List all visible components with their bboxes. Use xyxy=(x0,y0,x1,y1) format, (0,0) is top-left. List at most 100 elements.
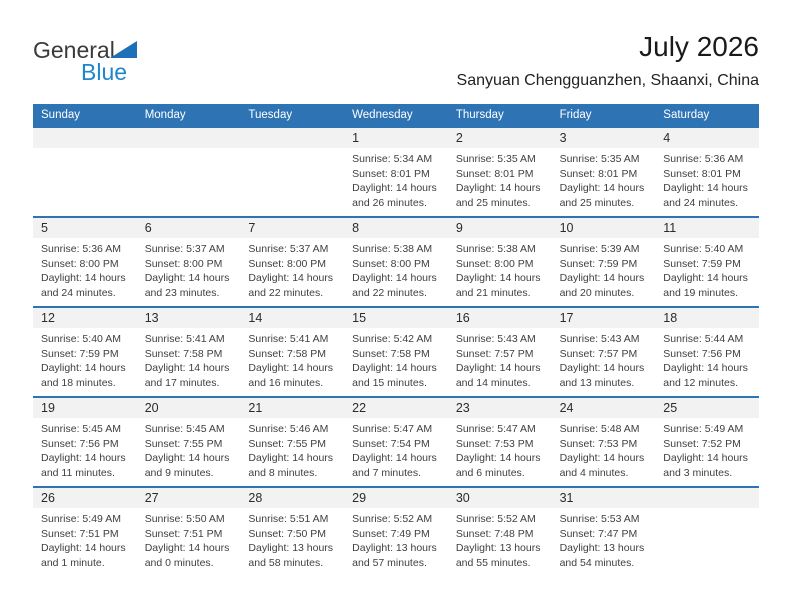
week-row-1: 5 Sunrise: 5:36 AM Sunset: 8:00 PM Daylight… xyxy=(33,216,759,306)
sun-times-text: Sunrise: 5:46 AM Sunset: 7:55 PM Daylight:… xyxy=(240,418,344,480)
sunset-line: Sunset: 7:58 PM xyxy=(352,347,430,360)
daylight-line-2: and 21 minutes. xyxy=(455,286,531,299)
day-cell-2: 2 Sunrise: 5:35 AM Sunset: 8:01 PM Daylight… xyxy=(447,128,552,216)
sun-times-text: Sunrise: 5:51 AM Sunset: 7:50 PM Daylight:… xyxy=(240,508,344,570)
daylight-line-2: and 11 minutes. xyxy=(41,466,115,479)
daylight-line-1: Daylight: 14 hours xyxy=(144,272,230,284)
day-cell-4: 4 Sunrise: 5:36 AM Sunset: 8:01 PM Daylight… xyxy=(655,128,759,216)
day-number-band: 27 xyxy=(136,488,241,508)
empty-day-cell xyxy=(655,488,759,576)
week-row-0: 1 Sunrise: 5:34 AM Sunset: 8:01 PM Daylight… xyxy=(33,126,759,216)
sunrise-line: Sunrise: 5:52 AM xyxy=(455,513,536,525)
day-number-band: 20 xyxy=(136,398,241,418)
sunrise-line: Sunrise: 5:39 AM xyxy=(559,243,640,255)
daylight-line-2: and 15 minutes. xyxy=(352,376,427,389)
day-cell-28: 28 Sunrise: 5:51 AM Sunset: 7:50 PM Dayligh… xyxy=(240,488,345,576)
day-cell-14: 14 Sunrise: 5:41 AM Sunset: 7:58 PM Dayligh… xyxy=(240,308,345,396)
day-cell-6: 6 Sunrise: 5:37 AM Sunset: 8:00 PM Daylight… xyxy=(136,218,241,306)
daylight-line-1: Daylight: 14 hours xyxy=(41,542,126,554)
sunset-line: Sunset: 7:57 PM xyxy=(455,347,534,360)
empty-day-cell xyxy=(136,128,241,216)
daylight-line-1: Daylight: 14 hours xyxy=(41,452,126,464)
daylight-line-2: and 7 minutes. xyxy=(352,466,422,479)
daylight-line-1: Daylight: 14 hours xyxy=(663,362,748,374)
sunrise-line: Sunrise: 5:47 AM xyxy=(455,423,536,435)
week-row-4: 26 Sunrise: 5:49 AM Sunset: 7:51 PM Dayligh… xyxy=(33,486,759,576)
sunrise-line: Sunrise: 5:50 AM xyxy=(144,513,225,525)
daylight-line-2: and 3 minutes. xyxy=(663,466,733,479)
daylight-line-1: Daylight: 14 hours xyxy=(41,362,126,374)
sun-times-text: Sunrise: 5:42 AM Sunset: 7:58 PM Daylight:… xyxy=(344,328,448,390)
sunrise-line: Sunrise: 5:45 AM xyxy=(144,423,225,435)
daylight-line-1: Daylight: 14 hours xyxy=(352,272,437,284)
daylight-line-2: and 16 minutes. xyxy=(248,376,324,389)
day-number-band: 10 xyxy=(551,218,656,238)
daylight-line-2: and 8 minutes. xyxy=(248,466,318,479)
daylight-line-2: and 20 minutes. xyxy=(559,286,635,299)
logo-text-blue: Blue xyxy=(81,59,128,85)
day-cell-18: 18 Sunrise: 5:44 AM Sunset: 7:56 PM Dayligh… xyxy=(655,308,759,396)
empty-day-cell xyxy=(240,128,345,216)
day-cell-19: 19 Sunrise: 5:45 AM Sunset: 7:56 PM Dayligh… xyxy=(33,398,137,486)
day-cell-16: 16 Sunrise: 5:43 AM Sunset: 7:57 PM Dayligh… xyxy=(447,308,552,396)
weekday-header-0: Sunday xyxy=(41,109,81,121)
page-header: General Blue July 2026 Sanyuan Chengguan… xyxy=(33,30,759,100)
sunset-line: Sunset: 7:56 PM xyxy=(663,347,741,360)
day-number-band: 29 xyxy=(344,488,448,508)
day-cell-21: 21 Sunrise: 5:46 AM Sunset: 7:55 PM Dayligh… xyxy=(240,398,345,486)
daylight-line-2: and 0 minutes. xyxy=(144,556,214,569)
sunrise-line: Sunrise: 5:51 AM xyxy=(248,513,329,525)
sun-times-text: Sunrise: 5:41 AM Sunset: 7:58 PM Daylight:… xyxy=(137,328,241,390)
daylight-line-2: and 22 minutes. xyxy=(352,286,427,299)
sunset-line: Sunset: 7:47 PM xyxy=(559,527,638,540)
sunset-line: Sunset: 7:53 PM xyxy=(455,437,534,450)
sun-times-text: Sunrise: 5:35 AM Sunset: 8:01 PM Daylight:… xyxy=(448,148,552,210)
sun-times-text: Sunrise: 5:36 AM Sunset: 8:01 PM Daylight:… xyxy=(655,148,759,210)
sunrise-line: Sunrise: 5:37 AM xyxy=(248,243,329,255)
daylight-line-1: Daylight: 14 hours xyxy=(352,362,437,374)
sun-times-text: Sunrise: 5:45 AM Sunset: 7:55 PM Daylight:… xyxy=(137,418,241,480)
sunrise-line: Sunrise: 5:45 AM xyxy=(41,423,121,435)
sunrise-line: Sunrise: 5:36 AM xyxy=(663,153,744,165)
day-number-band: 16 xyxy=(447,308,552,328)
daylight-line-2: and 9 minutes. xyxy=(144,466,214,479)
daylight-line-1: Daylight: 14 hours xyxy=(663,272,748,284)
sun-times-text: Sunrise: 5:49 AM Sunset: 7:51 PM Daylight:… xyxy=(33,508,137,570)
sunset-line: Sunset: 8:00 PM xyxy=(455,257,534,270)
day-number-band: 14 xyxy=(240,308,345,328)
title-block: July 2026 Sanyuan Chengguanzhen, Shaanxi… xyxy=(457,30,759,90)
day-cell-8: 8 Sunrise: 5:38 AM Sunset: 8:00 PM Daylight… xyxy=(344,218,448,306)
daylight-line-2: and 23 minutes. xyxy=(144,286,220,299)
sunset-line: Sunset: 7:48 PM xyxy=(455,527,534,540)
sunset-line: Sunset: 7:55 PM xyxy=(248,437,327,450)
sun-times-text: Sunrise: 5:41 AM Sunset: 7:58 PM Daylight:… xyxy=(240,328,344,390)
sunrise-line: Sunrise: 5:37 AM xyxy=(144,243,225,255)
daylight-line-2: and 24 minutes. xyxy=(663,196,738,209)
weeks-container: 1 Sunrise: 5:34 AM Sunset: 8:01 PM Daylight… xyxy=(33,126,759,576)
day-number-band: 21 xyxy=(240,398,345,418)
sunset-line: Sunset: 7:59 PM xyxy=(663,257,741,270)
daylight-line-1: Daylight: 14 hours xyxy=(352,182,437,194)
sun-times-text: Sunrise: 5:38 AM Sunset: 8:00 PM Daylight:… xyxy=(344,238,448,300)
daylight-line-1: Daylight: 14 hours xyxy=(41,272,126,284)
daylight-line-2: and 1 minute. xyxy=(41,556,105,569)
day-number-band: 17 xyxy=(551,308,656,328)
empty-day-cell xyxy=(33,128,137,216)
day-number-band: 30 xyxy=(447,488,552,508)
daylight-line-2: and 57 minutes. xyxy=(352,556,427,569)
sun-times-text: Sunrise: 5:52 AM Sunset: 7:48 PM Daylight:… xyxy=(448,508,552,570)
daylight-line-1: Daylight: 14 hours xyxy=(559,272,645,284)
daylight-line-1: Daylight: 14 hours xyxy=(144,542,230,554)
daylight-line-2: and 14 minutes. xyxy=(455,376,531,389)
sunset-line: Sunset: 7:59 PM xyxy=(41,347,119,360)
daylight-line-1: Daylight: 14 hours xyxy=(663,452,748,464)
day-cell-9: 9 Sunrise: 5:38 AM Sunset: 8:00 PM Daylight… xyxy=(447,218,552,306)
sun-times-text: Sunrise: 5:47 AM Sunset: 7:53 PM Daylight:… xyxy=(448,418,552,480)
day-number-band: 13 xyxy=(136,308,241,328)
daylight-line-2: and 26 minutes. xyxy=(352,196,427,209)
sunrise-line: Sunrise: 5:35 AM xyxy=(559,153,640,165)
sunset-line: Sunset: 7:51 PM xyxy=(144,527,223,540)
sunset-line: Sunset: 7:59 PM xyxy=(559,257,638,270)
daylight-line-2: and 25 minutes. xyxy=(455,196,531,209)
